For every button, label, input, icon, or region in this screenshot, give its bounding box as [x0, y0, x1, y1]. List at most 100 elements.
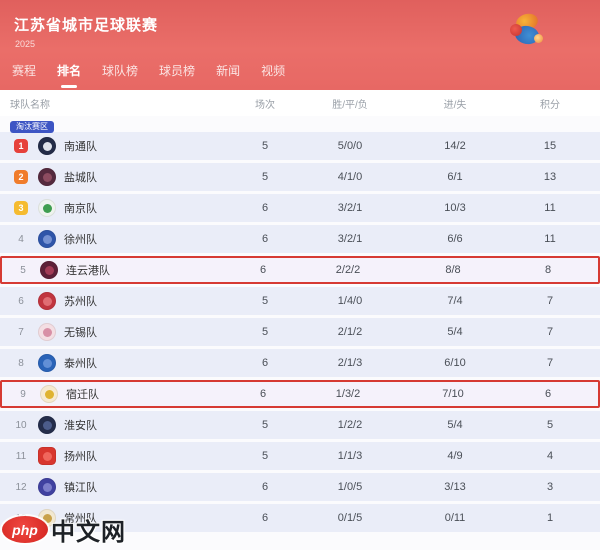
team-cell: 2 盐城队 [10, 168, 230, 186]
cell-points: 7 [546, 357, 554, 369]
cell-wdl: 2/1/2 [337, 326, 363, 338]
team-logo-core [44, 265, 54, 275]
cell-wdl: 1/2/2 [337, 419, 363, 431]
cell-points: 7 [546, 326, 554, 338]
team-name: 南京队 [64, 203, 97, 215]
cell-wdl: 1/4/0 [337, 295, 363, 307]
team-logo-icon [40, 261, 58, 279]
team-logo-core [44, 389, 54, 399]
table-row[interactable]: 12 镇江队 6 1/0/5 3/13 3 [0, 473, 600, 501]
table-row[interactable]: 8 泰州队 6 2/1/3 6/10 7 [0, 349, 600, 377]
team-name: 镇江队 [64, 482, 97, 494]
team-logo-icon [38, 354, 56, 372]
cell-played: 5 [261, 140, 269, 152]
cell-played: 5 [261, 295, 269, 307]
column-wdl: 胜/平/负 [332, 99, 368, 111]
table-row[interactable]: 7 无锡队 5 2/1/2 5/4 7 [0, 318, 600, 346]
team-name: 苏州队 [64, 296, 97, 308]
team-cell: 5 连云港队 [12, 261, 228, 279]
table-row[interactable]: 11 扬州队 5 1/1/3 4/9 4 [0, 442, 600, 470]
cell-wdl: 0/1/5 [337, 512, 363, 524]
nav-tab-球员榜[interactable]: 球员榜 [159, 64, 196, 78]
cell-goals: 6/1 [447, 171, 463, 183]
cell-wdl: 1/0/5 [337, 481, 363, 493]
page-header: 江苏省城市足球联赛 2025 赛程 排名 球队榜 球员榜 新闻 视频 [0, 0, 600, 90]
team-logo-core [42, 358, 52, 368]
team-cell: 3 南京队 [10, 199, 230, 217]
team-name: 淮安队 [64, 420, 97, 432]
cell-played: 6 [259, 264, 267, 276]
page-title: 江苏省城市足球联赛 [14, 17, 159, 34]
table-row[interactable]: 9 宿迁队 6 1/3/2 7/10 6 [0, 380, 600, 408]
table-row[interactable]: 1 南通队 5 5/0/0 14/2 15 [0, 132, 600, 160]
nav-tab-赛程[interactable]: 赛程 [12, 64, 37, 78]
team-name: 连云港队 [66, 265, 110, 277]
nav-tab-排名[interactable]: 排名 [57, 62, 81, 81]
cell-wdl: 1/1/3 [337, 450, 363, 462]
rank-badge: 6 [18, 295, 24, 307]
table-row[interactable]: 3 南京队 6 3/2/1 10/3 11 [0, 194, 600, 222]
team-logo-core [42, 141, 52, 151]
team-cell: 4 徐州队 [10, 230, 230, 248]
watermark: php 中文网 [2, 512, 126, 547]
cell-played: 6 [261, 233, 269, 245]
cell-wdl: 3/2/1 [337, 202, 363, 214]
rank-badge: 12 [15, 481, 27, 493]
team-cell: 10 淮安队 [10, 416, 230, 434]
cell-points: 7 [546, 295, 554, 307]
table-row[interactable]: 4 徐州队 6 3/2/1 6/6 11 [0, 225, 600, 253]
cell-goals: 7/4 [447, 295, 463, 307]
cell-goals: 8/8 [445, 264, 461, 276]
team-logo-icon [38, 416, 56, 434]
cell-goals: 5/4 [447, 326, 463, 338]
team-logo-icon [38, 292, 56, 310]
table-header: 球队名称 场次 胜/平/负 进/失 积分 [0, 90, 600, 116]
cell-played: 5 [261, 419, 269, 431]
cell-played: 5 [261, 450, 269, 462]
cell-goals: 10/3 [444, 202, 466, 214]
cell-played: 5 [261, 326, 269, 338]
cell-goals: 0/11 [444, 512, 466, 524]
team-name: 常州队 [64, 513, 97, 525]
cell-wdl: 3/2/1 [337, 233, 363, 245]
cell-played: 6 [261, 512, 269, 524]
team-logo-core [42, 296, 52, 306]
nav-tab-新闻[interactable]: 新闻 [216, 64, 241, 78]
cell-wdl: 5/0/0 [337, 140, 363, 152]
team-logo-core [42, 172, 52, 182]
team-name: 无锡队 [64, 327, 97, 339]
column-points: 积分 [540, 99, 560, 111]
table-row[interactable]: 2 盐城队 5 4/1/0 6/1 13 [0, 163, 600, 191]
team-name: 盐城队 [64, 172, 97, 184]
logo-blob-red [510, 24, 522, 36]
table-row[interactable]: 6 苏州队 5 1/4/0 7/4 7 [0, 287, 600, 315]
cell-points: 8 [544, 264, 552, 276]
rank-badge: 7 [18, 326, 24, 338]
team-cell: 9 宿迁队 [12, 385, 228, 403]
team-name: 徐州队 [64, 234, 97, 246]
cell-points: 4 [546, 450, 554, 462]
rank-badge: 5 [20, 264, 26, 276]
cell-goals: 6/6 [447, 233, 463, 245]
table-row[interactable]: 10 淮安队 5 1/2/2 5/4 5 [0, 411, 600, 439]
cell-played: 6 [261, 481, 269, 493]
team-logo-icon [38, 230, 56, 248]
cell-points: 11 [544, 233, 556, 245]
column-played: 场次 [255, 99, 275, 111]
team-logo-icon [40, 385, 58, 403]
cell-played: 6 [259, 388, 267, 400]
column-goals: 进/失 [443, 99, 467, 111]
nav-tab-视频[interactable]: 视频 [261, 64, 286, 78]
team-logo-core [42, 513, 52, 523]
team-logo-core [42, 203, 52, 213]
team-name: 南通队 [64, 141, 97, 153]
nav-tab-球队榜[interactable]: 球队榜 [102, 64, 139, 78]
cell-goals: 3/13 [444, 481, 466, 493]
php-logo-icon: php [2, 516, 48, 543]
team-logo-icon [38, 168, 56, 186]
cell-points: 13 [543, 171, 557, 183]
table-row[interactable]: 5 连云港队 6 2/2/2 8/8 8 [0, 256, 600, 284]
standings-rows: 1 南通队 5 5/0/0 14/2 15 2 盐城队 5 4/1/0 6/1 … [0, 132, 600, 532]
cell-wdl: 1/3/2 [335, 388, 361, 400]
rank-badge: 10 [15, 419, 27, 431]
